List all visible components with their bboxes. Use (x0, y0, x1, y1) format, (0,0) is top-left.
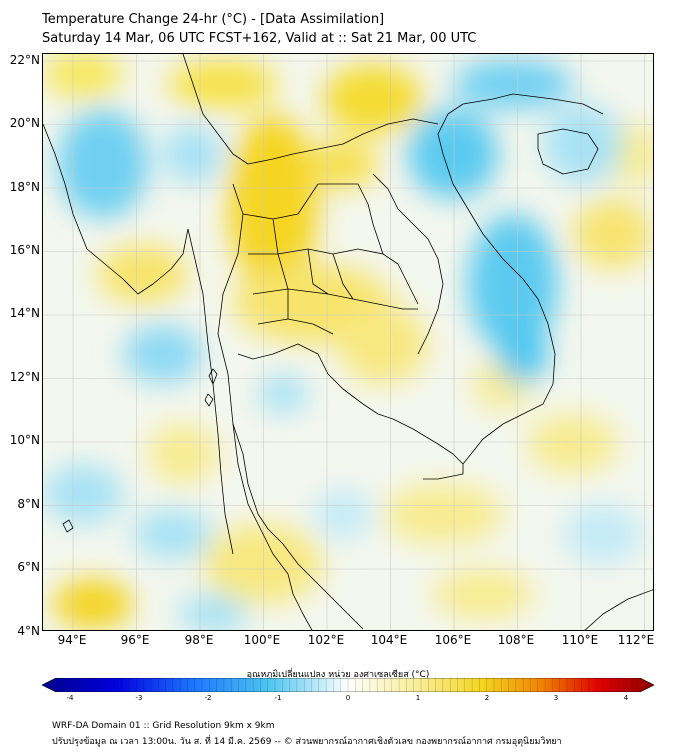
footer-model-info: WRF-DA Domain 01 :: Grid Resolution 9km … (52, 721, 275, 731)
lat-label-8n: 8°N (17, 497, 40, 511)
lat-label-14n: 14°N (9, 306, 40, 320)
graticule (43, 54, 653, 630)
lon-label-110e: 110°E (561, 633, 599, 647)
lon-label-98e: 98°E (184, 633, 214, 647)
colorbar (42, 678, 654, 692)
lon-label-104e: 104°E (370, 633, 408, 647)
colorbar-title: อุณหภูมิเปลี่ยนแปลง หน่วย องศาเซลเซียส (… (246, 670, 430, 680)
colorbar-gradient (42, 678, 654, 692)
lat-label-6n: 6°N (17, 560, 40, 574)
temperature-map (43, 54, 653, 630)
temperature-field (43, 54, 653, 630)
colorbar-tick: -4 (66, 694, 74, 702)
map-title: Temperature Change 24-hr (°C) - [Data As… (42, 12, 385, 27)
lon-label-100e: 100°E (243, 633, 281, 647)
lon-label-112e: 112°E (617, 633, 655, 647)
lon-label-102e: 102°E (307, 633, 345, 647)
lon-label-94e: 94°E (57, 633, 87, 647)
map-subtitle: Saturday 14 Mar, 06 UTC FCST+162, Valid … (42, 31, 477, 46)
lon-label-106e: 106°E (434, 633, 472, 647)
lat-label-10n: 10°N (9, 433, 40, 447)
lat-label-4n: 4°N (17, 624, 40, 638)
lat-label-22n: 22°N (9, 53, 40, 67)
lat-label-12n: 12°N (9, 370, 40, 384)
colorbar-tick: -3 (135, 694, 143, 702)
colorbar-tick: 1 (415, 694, 421, 702)
colorbar-tick: 0 (345, 694, 351, 702)
map-panel (42, 53, 654, 631)
footer-credit: ปรับปรุงข้อมูล ณ เวลา 13:00น. วัน ส. ที่… (52, 737, 562, 747)
lat-label-16n: 16°N (9, 243, 40, 257)
colorbar-tick: 2 (484, 694, 490, 702)
country-borders (43, 54, 653, 630)
colorbar-tick: -1 (274, 694, 282, 702)
colorbar-tick: -2 (204, 694, 212, 702)
lat-label-18n: 18°N (9, 180, 40, 194)
lon-label-108e: 108°E (497, 633, 535, 647)
lat-label-20n: 20°N (9, 116, 40, 130)
lon-label-96e: 96°E (120, 633, 150, 647)
colorbar-tick: 4 (623, 694, 629, 702)
colorbar-tick: 3 (553, 694, 559, 702)
